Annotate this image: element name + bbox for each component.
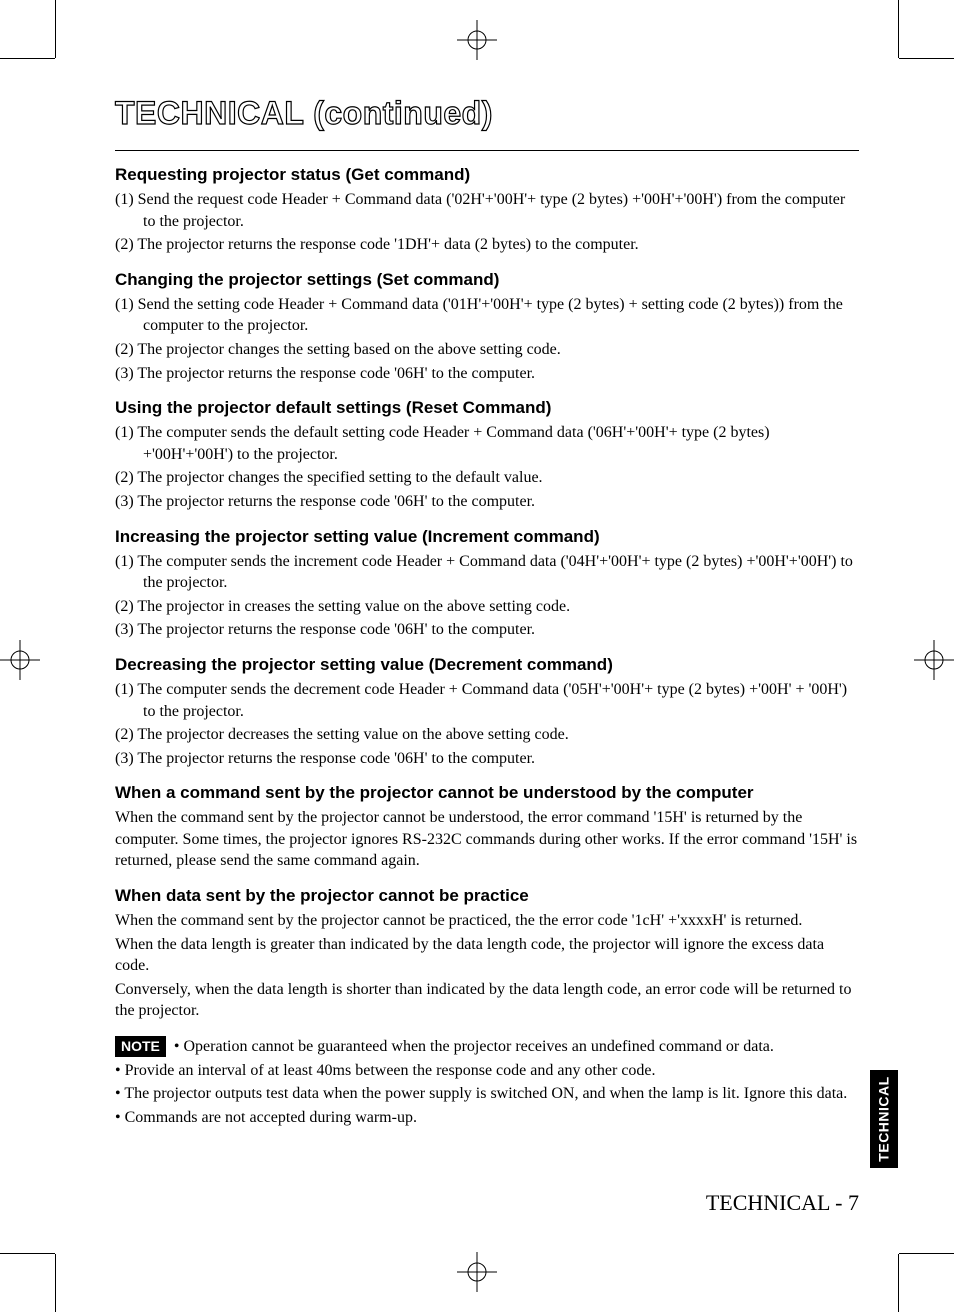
- section-heading: Decreasing the projector setting value (…: [115, 655, 859, 675]
- crop-mark: [899, 58, 954, 59]
- crop-mark: [898, 1254, 899, 1312]
- crop-mark: [0, 58, 55, 59]
- note-line: • Provide an interval of at least 40ms b…: [115, 1060, 859, 1082]
- body-line: (2) The projector changes the setting ba…: [115, 339, 859, 361]
- body-line: (1) Send the setting code Header + Comma…: [115, 294, 859, 337]
- body-paragraph: When the command sent by the projector c…: [115, 910, 859, 932]
- section-heading: Using the projector default settings (Re…: [115, 398, 859, 418]
- crop-mark: [0, 1253, 55, 1254]
- body-line: (3) The projector returns the response c…: [115, 748, 859, 770]
- body-line: (2) The projector decreases the setting …: [115, 724, 859, 746]
- body-line: (1) The computer sends the increment cod…: [115, 551, 859, 594]
- section-heading: Changing the projector settings (Set com…: [115, 270, 859, 290]
- registration-mark-icon: [0, 640, 40, 680]
- body-paragraph: When the data length is greater than ind…: [115, 934, 859, 977]
- side-tab-label: TECHNICAL: [876, 1076, 892, 1161]
- title-rule: [115, 150, 859, 151]
- side-tab: TECHNICAL: [870, 1070, 898, 1168]
- body-line: (2) The projector returns the response c…: [115, 234, 859, 256]
- body-line: (1) The computer sends the decrement cod…: [115, 679, 859, 722]
- body-line: (3) The projector returns the response c…: [115, 363, 859, 385]
- note-line: NOTE • Operation cannot be guaranteed wh…: [115, 1036, 859, 1058]
- note-text: • Operation cannot be guaranteed when th…: [174, 1038, 774, 1055]
- page: TECHNICAL (continued) Requesting project…: [0, 0, 954, 1312]
- content-area: TECHNICAL (continued) Requesting project…: [115, 95, 859, 1130]
- crop-mark: [899, 1253, 954, 1254]
- note-line: • The projector outputs test data when t…: [115, 1083, 859, 1105]
- body-paragraph: When the command sent by the projector c…: [115, 807, 859, 872]
- body-line: (3) The projector returns the response c…: [115, 491, 859, 513]
- note-line: • Commands are not accepted during warm-…: [115, 1107, 859, 1129]
- registration-mark-icon: [457, 20, 497, 60]
- note-badge: NOTE: [115, 1036, 166, 1057]
- section-heading: When a command sent by the projector can…: [115, 783, 859, 803]
- body-line: (2) The projector changes the specified …: [115, 467, 859, 489]
- section-heading: Requesting projector status (Get command…: [115, 165, 859, 185]
- body-line: (1) The computer sends the default setti…: [115, 422, 859, 465]
- page-title: TECHNICAL (continued): [115, 95, 859, 132]
- body-line: (3) The projector returns the response c…: [115, 619, 859, 641]
- body-line: (1) Send the request code Header + Comma…: [115, 189, 859, 232]
- crop-mark: [55, 1254, 56, 1312]
- crop-mark: [898, 0, 899, 58]
- registration-mark-icon: [914, 640, 954, 680]
- crop-mark: [55, 0, 56, 58]
- body-paragraph: Conversely, when the data length is shor…: [115, 979, 859, 1022]
- section-heading: Increasing the projector setting value (…: [115, 527, 859, 547]
- body-line: (2) The projector in creases the setting…: [115, 596, 859, 618]
- page-footer: TECHNICAL - 7: [706, 1190, 859, 1216]
- registration-mark-icon: [457, 1252, 497, 1292]
- section-heading: When data sent by the projector cannot b…: [115, 886, 859, 906]
